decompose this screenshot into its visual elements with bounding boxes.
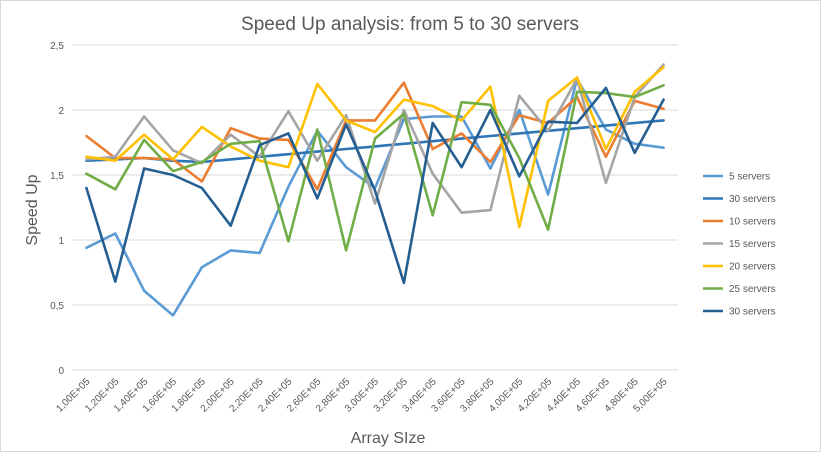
legend-label: 5 servers [729,172,770,183]
x-axis-title: Array SIze [351,430,426,447]
legend: 5 servers 30 servers 10 servers 15 servers 2… [703,172,776,318]
legend-label: 10 servers [729,217,776,228]
y-tick-label: 1 [58,236,64,247]
legend-label: 30 servers [729,307,776,318]
y-axis-ticks: 0 0,5 1 1,5 2 2,5 [50,41,64,377]
y-tick-label: 1,5 [50,171,64,182]
series-line-5 [85,65,665,229]
y-tick-label: 0 [58,366,64,377]
series-line-7 [85,86,665,285]
legend-label: 25 servers [729,284,776,295]
series-line-2 [85,119,665,164]
legend-label: 20 servers [729,262,776,273]
series-lines [85,63,665,317]
y-axis-title: Speed Up [24,174,41,245]
series-line-6 [85,84,665,252]
chart-title: Speed Up analysis: from 5 to 30 servers [241,14,579,35]
legend-label: 30 servers [729,194,776,205]
y-tick-label: 2 [58,106,64,117]
y-tick-label: 2,5 [50,41,64,52]
legend-label: 15 servers [729,239,776,250]
y-tick-label: 0,5 [50,301,64,312]
series-line-4 [85,63,665,214]
